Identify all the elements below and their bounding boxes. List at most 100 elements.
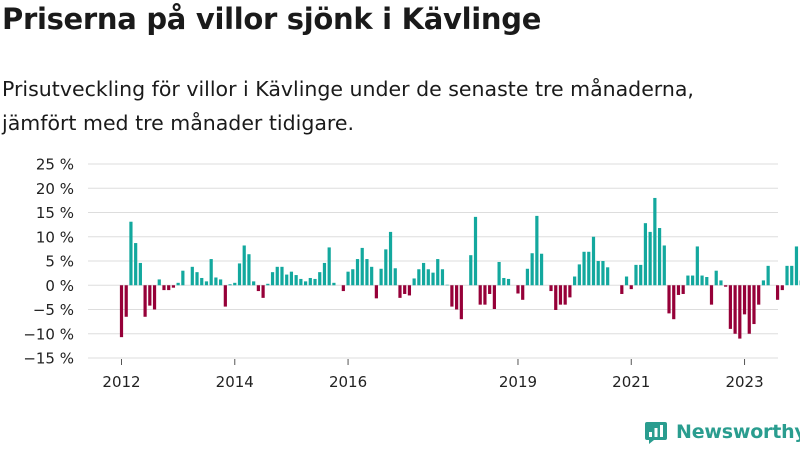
bar [365, 259, 369, 286]
y-tick-label: 15 % [36, 204, 74, 222]
bar [473, 216, 478, 286]
bar [724, 285, 728, 287]
bar [148, 285, 152, 306]
y-axis-labels: 25 % 20 % 15 % 10 % 5 % 0 % −5 % −10 % −15 % [23, 156, 74, 368]
bar [648, 231, 652, 286]
bar [209, 259, 213, 286]
bar [327, 247, 331, 286]
bar [643, 223, 648, 286]
bar [129, 221, 133, 286]
bar [733, 285, 737, 334]
bar [506, 278, 511, 286]
x-tick-label: 2014 [216, 373, 254, 391]
bar [200, 277, 204, 286]
bar [785, 265, 789, 286]
bar [742, 285, 747, 315]
bar [450, 285, 454, 307]
bar [247, 254, 251, 286]
bar [521, 285, 525, 300]
bar [219, 279, 223, 286]
bar [374, 285, 378, 299]
bar [492, 285, 496, 310]
bar [766, 265, 770, 286]
bar [303, 281, 308, 286]
bar [162, 285, 166, 291]
bar [370, 266, 374, 286]
bar [223, 285, 227, 307]
x-tick-label: 2021 [612, 373, 650, 391]
bar [143, 285, 147, 317]
bar [591, 236, 596, 286]
bar [488, 285, 492, 294]
bar [676, 285, 681, 295]
bar [388, 231, 393, 286]
bar [525, 268, 530, 286]
bar [747, 285, 751, 334]
bar [757, 285, 761, 305]
bar [794, 246, 799, 286]
bar [606, 267, 610, 286]
bar [256, 285, 260, 292]
y-tick-label: 20 % [36, 180, 74, 198]
bar [341, 285, 345, 292]
bar [152, 285, 157, 310]
y-tick-label: −15 % [23, 350, 74, 368]
bar [294, 275, 298, 286]
x-tick-label: 2016 [329, 373, 367, 391]
bar [360, 247, 364, 286]
bar [549, 285, 553, 292]
x-axis-ticks: 2012201420162019202120232025 [102, 359, 764, 391]
bar [728, 285, 732, 329]
bar [516, 285, 520, 294]
bar [573, 276, 577, 286]
bar [171, 285, 176, 288]
bar [379, 268, 383, 286]
x-tick-label: 2019 [499, 373, 537, 391]
bar [176, 282, 180, 286]
bar [322, 262, 327, 286]
bar [662, 245, 666, 286]
bar [398, 285, 402, 298]
bar [167, 285, 171, 291]
bar [587, 251, 591, 286]
bar [790, 265, 794, 286]
chart-subtitle: Prisutveckling för villor i Kävlinge und… [2, 77, 694, 135]
bar [775, 285, 780, 300]
y-tick-label: 10 % [36, 228, 74, 246]
bar [181, 270, 185, 286]
bar [393, 268, 397, 286]
bar [577, 264, 581, 286]
bar [667, 285, 671, 314]
bar [119, 285, 124, 338]
bar [714, 270, 718, 286]
bar [299, 278, 303, 286]
bar [535, 215, 539, 286]
bar [261, 285, 265, 298]
bar [228, 284, 232, 286]
bar [237, 263, 242, 286]
bar [412, 278, 416, 286]
bar [601, 261, 605, 286]
bar [497, 261, 501, 286]
bar [620, 285, 624, 294]
bar [421, 262, 426, 286]
bar [157, 279, 161, 286]
bar [695, 246, 699, 286]
bar [252, 281, 256, 286]
y-tick-label: −5 % [33, 301, 74, 319]
bar [653, 197, 657, 286]
bar [275, 266, 279, 286]
bar [719, 280, 723, 286]
bar [563, 285, 567, 305]
chart-title: Priserna på villor sjönk i Kävlinge [2, 2, 542, 36]
bar [502, 277, 506, 286]
bar [351, 269, 355, 286]
y-tick-label: 5 % [45, 253, 74, 271]
bar [266, 283, 270, 286]
bar [738, 285, 742, 339]
bar [403, 285, 407, 294]
bar [318, 272, 322, 286]
bar [436, 259, 440, 286]
bar [478, 285, 482, 305]
